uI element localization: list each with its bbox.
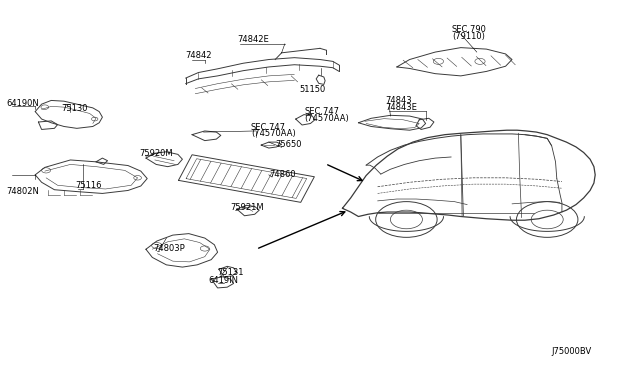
Text: 74843: 74843 <box>385 96 412 105</box>
Text: 75116: 75116 <box>76 181 102 190</box>
Text: 75650: 75650 <box>275 140 301 149</box>
Text: 74843E: 74843E <box>385 103 417 112</box>
Text: 74860: 74860 <box>269 170 296 179</box>
Text: 74802N: 74802N <box>6 187 39 196</box>
Text: 51150: 51150 <box>300 86 326 94</box>
Text: (79110): (79110) <box>452 32 484 41</box>
Text: 75921M: 75921M <box>230 203 264 212</box>
Text: 74842: 74842 <box>186 51 212 60</box>
Text: 74803P: 74803P <box>154 244 186 253</box>
Text: 75131: 75131 <box>218 268 244 277</box>
Text: (74570AA): (74570AA) <box>305 114 349 123</box>
Text: 64190N: 64190N <box>6 99 39 108</box>
Text: SEC.747: SEC.747 <box>305 107 340 116</box>
Text: J75000BV: J75000BV <box>552 347 592 356</box>
Text: 75130: 75130 <box>61 104 87 113</box>
Text: SEC.747: SEC.747 <box>251 123 286 132</box>
Text: 74842E: 74842E <box>237 35 269 44</box>
Text: SEC.790: SEC.790 <box>452 25 486 34</box>
Text: 6419IN: 6419IN <box>208 276 238 285</box>
Text: 75920M: 75920M <box>140 149 173 158</box>
Text: (74570AA): (74570AA) <box>251 129 296 138</box>
